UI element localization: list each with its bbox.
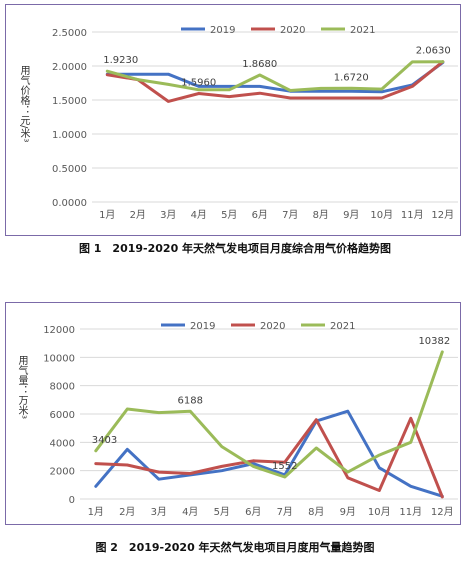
volume-x-tick-label: 1月: [88, 506, 104, 518]
price-series-line-2019: [105, 61, 445, 94]
price-series-line-2021: [105, 60, 445, 92]
price-series-line-2020: [105, 60, 445, 103]
price-x-tick-label: 6月: [252, 209, 268, 221]
volume-x-tick-label: 6月: [245, 506, 261, 518]
price-chart-caption: 图 1 2019-2020 年天然气发电项目月度综合用气价格趋势图: [78, 242, 392, 255]
volume-series-line-2019: [94, 409, 444, 498]
volume-x-tick-label: 12月: [431, 506, 454, 518]
price-data-label: 1.9230: [103, 55, 138, 66]
price-x-tick-label: 9月: [343, 209, 359, 221]
price-x-tick-label: 10月: [370, 209, 393, 221]
price-data-label: 2.0630: [416, 46, 451, 57]
volume-series-line-2021: [94, 350, 444, 479]
price-x-tick-label: 7月: [282, 209, 298, 221]
price-y-tick-label: 2.5000: [52, 28, 87, 39]
price-x-tick-label: 8月: [313, 209, 329, 221]
price-y-tick-label: 1.5000: [52, 96, 87, 107]
volume-y-tick-label: 0: [69, 495, 75, 506]
volume-x-tick-label: 7月: [277, 506, 293, 518]
price-y-tick-label: 2.0000: [52, 62, 87, 73]
volume-chart-caption: 图 2 2019-2020 年天然气发电项目月度用气量趋势图: [95, 541, 375, 554]
volume-chart-panel: 0 2000 4000 6000 8000 10000 12000 1月 2月 3月 4月 5月 6月 7…: [5, 302, 461, 525]
price-x-tick-label: 4月: [191, 209, 207, 221]
price-x-tick-label: 2月: [130, 209, 146, 221]
price-y-tick-label: 0.5000: [52, 164, 87, 175]
volume-x-tick-label: 3月: [151, 506, 167, 518]
price-data-label: 1.8680: [242, 59, 277, 70]
price-y-tick-label: 1.0000: [52, 130, 87, 141]
volume-chart: 0 2000 4000 6000 8000 10000 12000 1月 2月 3月 4月 5月 6月 7…: [43, 321, 458, 518]
volume-x-tick-label: 4月: [182, 506, 198, 518]
volume-data-label: 6188: [178, 395, 203, 406]
price-legend-label-2021: 2021: [350, 25, 375, 36]
volume-x-tick-label: 11月: [399, 506, 422, 518]
price-legend-label-2020: 2020: [280, 25, 305, 36]
volume-data-label: 10382: [418, 336, 450, 347]
price-data-label: 1.6720: [334, 72, 369, 83]
volume-y-tick-label: 8000: [50, 382, 75, 393]
volume-x-tick-label: 9月: [340, 506, 356, 518]
price-y-tick-label: 0.0000: [52, 198, 87, 209]
price-y-axis-label: 用气价格：元/米³: [18, 65, 29, 143]
price-x-tick-label: 1月: [99, 209, 115, 221]
volume-x-tick-label: 8月: [308, 506, 324, 518]
volume-y-axis-label: 用气量：万米³: [16, 355, 27, 420]
volume-series-line-2020: [94, 416, 444, 499]
volume-y-tick-label: 10000: [43, 353, 75, 364]
volume-legend-label-2020: 2020: [260, 321, 285, 332]
volume-y-tick-label: 2000: [50, 467, 75, 478]
price-x-tick-label: 11月: [401, 209, 424, 221]
volume-x-tick-label: 2月: [119, 506, 135, 518]
volume-data-label: 1552: [272, 461, 297, 472]
volume-x-tick-label: 10月: [368, 506, 391, 518]
price-chart-panel: 0.0000 0.5000 1.0000 1.5000 2.0000 2.5000 1月 2月…: [5, 4, 461, 236]
price-x-tick-label: 5月: [221, 209, 237, 221]
volume-y-tick-label: 4000: [50, 438, 75, 449]
price-x-tick-label: 12月: [431, 209, 454, 221]
price-data-label: 1.5960: [181, 77, 216, 88]
volume-x-tick-label: 5月: [214, 506, 230, 518]
volume-legend-label-2019: 2019: [190, 321, 215, 332]
volume-y-tick-label: 12000: [43, 325, 75, 336]
volume-y-tick-label: 6000: [50, 410, 75, 421]
price-x-tick-label: 3月: [160, 209, 176, 221]
price-legend-label-2019: 2019: [210, 25, 235, 36]
volume-legend-label-2021: 2021: [330, 321, 355, 332]
volume-data-label: 3403: [92, 435, 117, 446]
price-chart: 0.0000 0.5000 1.0000 1.5000 2.0000 2.5000 1月 2月…: [52, 25, 458, 221]
